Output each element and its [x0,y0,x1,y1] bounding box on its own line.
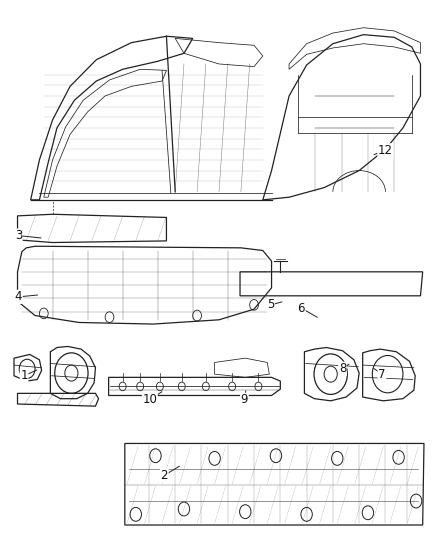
Text: 3: 3 [15,229,22,242]
Text: 5: 5 [267,298,274,311]
Text: 8: 8 [339,362,346,375]
Text: 7: 7 [378,368,386,381]
Text: 1: 1 [20,369,28,382]
Text: 12: 12 [378,144,393,157]
Text: 10: 10 [142,393,157,406]
Text: 2: 2 [160,469,168,482]
Text: 6: 6 [297,302,305,314]
Text: 9: 9 [240,393,248,406]
Text: 4: 4 [14,290,22,303]
